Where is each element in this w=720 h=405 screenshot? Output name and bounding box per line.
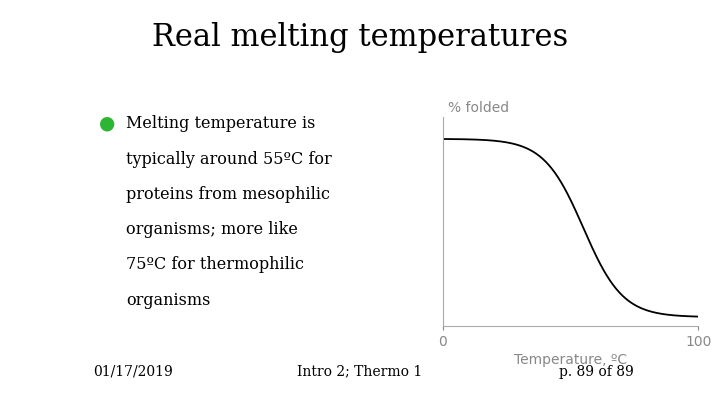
Text: organisms: organisms	[126, 292, 210, 309]
Text: organisms; more like: organisms; more like	[126, 221, 298, 238]
Text: typically around 55ºC for: typically around 55ºC for	[126, 151, 332, 168]
Text: p. 89 of 89: p. 89 of 89	[559, 364, 634, 379]
Text: Intro 2; Thermo 1: Intro 2; Thermo 1	[297, 364, 423, 379]
Text: 75ºC for thermophilic: 75ºC for thermophilic	[126, 256, 304, 273]
Text: ●: ●	[99, 113, 116, 132]
X-axis label: Temperature, ºC: Temperature, ºC	[514, 353, 627, 367]
Text: 01/17/2019: 01/17/2019	[94, 364, 174, 379]
Text: Real melting temperatures: Real melting temperatures	[152, 22, 568, 53]
Text: proteins from mesophilic: proteins from mesophilic	[126, 186, 330, 203]
Text: Melting temperature is: Melting temperature is	[126, 115, 315, 132]
Text: % folded: % folded	[448, 101, 509, 115]
